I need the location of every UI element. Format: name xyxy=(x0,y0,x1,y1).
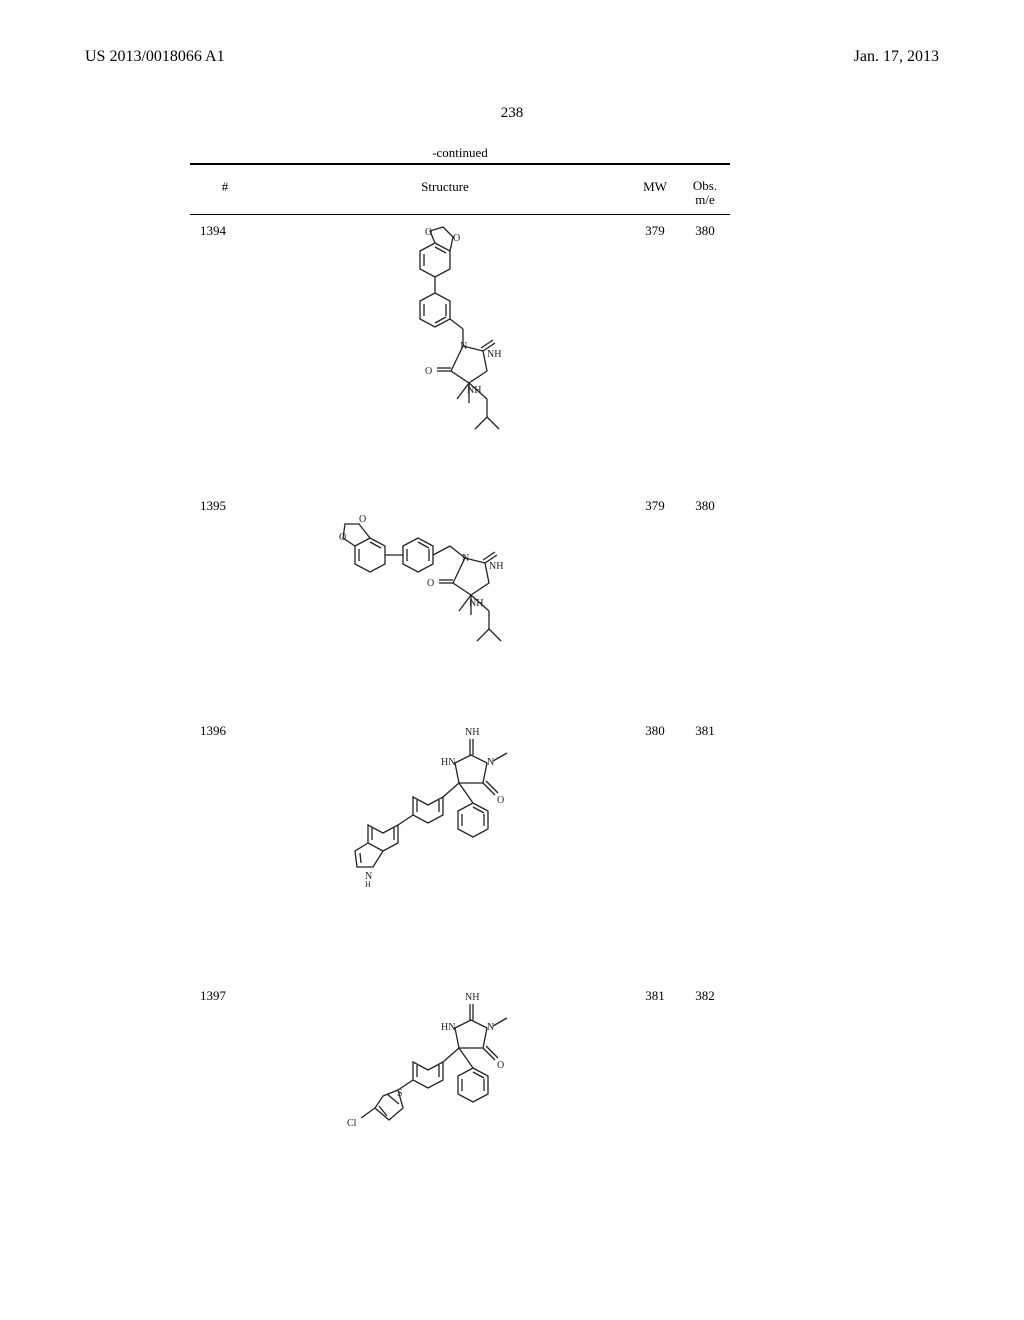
chemical-structure-icon: NH HN N O xyxy=(325,721,565,986)
row-structure: NH HN N O xyxy=(260,721,630,986)
chemical-structure-icon: NH HN N O xyxy=(325,986,565,1226)
row-structure: O O N NH xyxy=(260,221,630,496)
patent-number: US 2013/0018066 A1 xyxy=(85,48,225,66)
svg-text:O: O xyxy=(339,532,346,543)
obs-bottom: m/e xyxy=(695,193,715,207)
svg-text:N: N xyxy=(487,1022,494,1033)
col-header-obs: Obs. m/e xyxy=(680,179,730,208)
row-mw: 381 xyxy=(630,986,680,1004)
svg-text:NH: NH xyxy=(487,349,501,360)
page-number: 238 xyxy=(0,105,1024,122)
row-structure: NH HN N O xyxy=(260,986,630,1226)
row-obs: 382 xyxy=(680,986,730,1004)
col-header-mw: MW xyxy=(630,179,680,208)
svg-text:Cl: Cl xyxy=(347,1118,357,1129)
table-row: 1394 O O xyxy=(190,221,730,496)
svg-text:O: O xyxy=(425,227,432,238)
content-area: -continued # Structure MW Obs. m/e 1394 xyxy=(190,145,730,1226)
svg-text:NH: NH xyxy=(489,561,503,572)
svg-text:O: O xyxy=(427,578,434,589)
table-row: 1396 NH HN N O xyxy=(190,721,730,986)
svg-text:O: O xyxy=(453,233,460,244)
row-mw: 379 xyxy=(630,221,680,239)
table-header-row: # Structure MW Obs. m/e xyxy=(190,165,730,214)
table-body: 1394 O O xyxy=(190,215,730,1226)
svg-text:HN: HN xyxy=(441,757,455,768)
row-mw: 380 xyxy=(630,721,680,739)
col-header-structure: Structure xyxy=(260,179,630,208)
svg-text:HN: HN xyxy=(441,1022,455,1033)
svg-text:O: O xyxy=(359,514,366,525)
svg-text:H: H xyxy=(365,880,371,889)
col-header-num: # xyxy=(190,179,260,208)
svg-text:NH: NH xyxy=(465,727,479,738)
row-num: 1394 xyxy=(190,221,260,239)
svg-text:O: O xyxy=(425,366,432,377)
row-num: 1397 xyxy=(190,986,260,1004)
obs-top: Obs. xyxy=(693,179,717,193)
svg-text:N: N xyxy=(460,341,467,352)
chemical-structure-icon: O O N NH xyxy=(315,496,575,721)
row-mw: 379 xyxy=(630,496,680,514)
row-num: 1395 xyxy=(190,496,260,514)
row-num: 1396 xyxy=(190,721,260,739)
chemical-structure-icon: O O N NH xyxy=(335,221,555,496)
patent-date: Jan. 17, 2013 xyxy=(854,48,939,66)
table-row: 1397 NH HN N O xyxy=(190,986,730,1226)
svg-text:O: O xyxy=(497,1060,504,1071)
svg-text:N: N xyxy=(462,553,469,564)
row-obs: 380 xyxy=(680,496,730,514)
table-row: 1395 O O xyxy=(190,496,730,721)
svg-text:NH: NH xyxy=(465,992,479,1003)
row-obs: 381 xyxy=(680,721,730,739)
row-structure: O O N NH xyxy=(260,496,630,721)
patent-header: US 2013/0018066 A1 Jan. 17, 2013 xyxy=(0,48,1024,66)
svg-text:N: N xyxy=(487,757,494,768)
svg-text:S: S xyxy=(397,1088,403,1099)
table-caption: -continued xyxy=(190,145,730,161)
svg-text:O: O xyxy=(497,795,504,806)
row-obs: 380 xyxy=(680,221,730,239)
